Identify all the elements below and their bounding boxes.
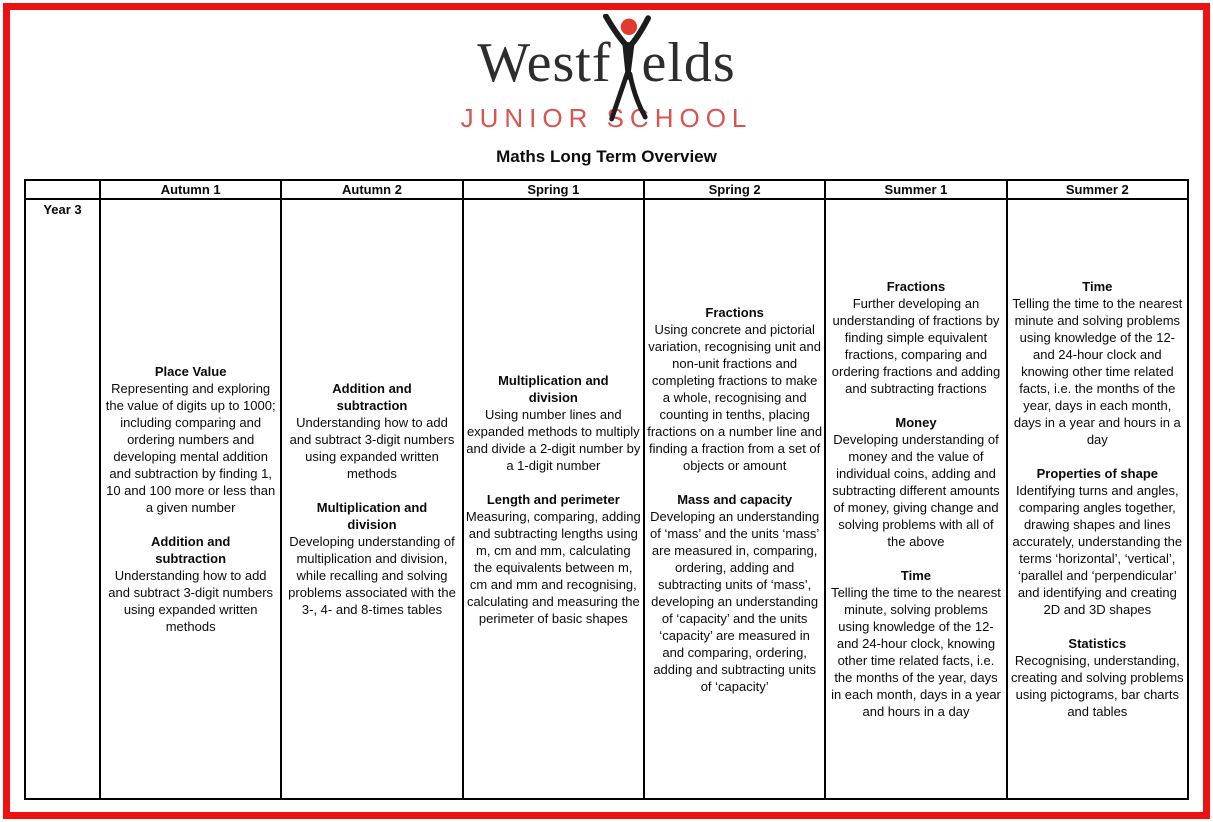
topic-description: Representing and exploring the value of … (105, 381, 276, 515)
curriculum-section: Money Developing understanding of money a… (828, 414, 1003, 550)
curriculum-section: Properties of shape Identifying turns and… (1010, 465, 1185, 618)
topic-heading: Money (895, 415, 937, 430)
topic-heading: Statistics (1068, 636, 1127, 651)
topic-heading: Addition and subtraction (332, 381, 412, 413)
curriculum-section: Fractions Further developing an understan… (828, 278, 1003, 397)
topic-heading: Fractions (705, 304, 764, 320)
topic-description: Using number lines and expanded methods … (466, 406, 641, 473)
school-logo: Westf elds (0, 14, 1213, 122)
topic-heading: Length and perimeter (486, 491, 620, 507)
column-header-spring-1: Spring 1 (461, 179, 645, 200)
topic-description: Telling the time to the nearest minute a… (1012, 296, 1183, 447)
curriculum-section: Place Value Representing and exploring th… (103, 363, 278, 516)
curriculum-section: Multiplication and division Using number … (466, 372, 641, 474)
term-cell-summer-1: Fractions Further developing an understan… (824, 198, 1008, 800)
topic-description: Further developing an understanding of f… (831, 296, 1001, 396)
topic-heading: Multiplication and division (498, 372, 609, 405)
table-header-row: Autumn 1 Autumn 2 Spring 1 Spring 2 Summer 1… (24, 179, 1190, 200)
topic-heading: Fractions (886, 279, 946, 294)
logo-text-part1: Westf (477, 32, 612, 94)
topic-description: Developing an understanding of ‘mass’ an… (649, 508, 820, 694)
figure-head (620, 18, 637, 35)
document-page: Westf elds JUNIOR SCHOOL Maths Long Term… (0, 14, 1213, 800)
topic-description: Developing understanding of multiplicati… (288, 534, 456, 617)
topic-description: Understanding how to add and subtract 3-… (108, 568, 274, 634)
curriculum-section: Time Telling the time to the nearest minu… (828, 567, 1003, 720)
logo-text-part2: elds (641, 32, 736, 94)
term-cell-autumn-1: Place Value Representing and exploring th… (98, 198, 283, 800)
topic-description: Measuring, comparing, adding and subtrac… (465, 508, 641, 626)
topic-description: Developing understanding of money and th… (832, 432, 1000, 549)
curriculum-section: Multiplication and division Developing un… (284, 499, 459, 618)
curriculum-section: Addition and subtraction Understanding ho… (103, 533, 278, 635)
page-title: Maths Long Term Overview (496, 147, 717, 166)
document-header: Westf elds JUNIOR SCHOOL Maths Long Term… (0, 14, 1213, 167)
topic-heading: Addition and subtraction (150, 534, 231, 566)
column-header-summer-1: Summer 1 (824, 179, 1008, 200)
curriculum-section: Statistics Recognising, understanding, cr… (1010, 635, 1185, 720)
school-subtitle: JUNIOR SCHOOL (460, 103, 753, 133)
curriculum-section: Length and perimeter Measuring, comparing… (466, 491, 641, 627)
year-label-cell: Year 3 (24, 198, 101, 800)
topic-heading: Time (900, 568, 932, 583)
column-header-autumn-1: Autumn 1 (98, 179, 283, 200)
topic-description: Using concrete and pictorial variation, … (647, 321, 823, 473)
term-cell-summer-2: Time Telling the time to the nearest minu… (1005, 198, 1190, 800)
topic-heading: Multiplication and division (316, 500, 428, 532)
topic-heading: Place Value (154, 364, 227, 379)
topic-description: Understanding how to add and subtract 3-… (289, 415, 455, 481)
topic-heading: Properties of shape (1036, 466, 1158, 481)
column-header-summer-2: Summer 2 (1005, 179, 1190, 200)
curriculum-section: Addition and subtraction Understanding ho… (284, 380, 459, 482)
term-cell-spring-1: Multiplication and division Using number … (461, 198, 645, 800)
curriculum-section: Time Telling the time to the nearest minu… (1010, 278, 1185, 448)
topic-description: Telling the time to the nearest minute, … (831, 585, 1001, 719)
curriculum-section: Fractions Using concrete and pictorial va… (647, 304, 822, 474)
column-header-spring-2: Spring 2 (642, 179, 827, 200)
topic-description: Identifying turns and angles, comparing … (1012, 483, 1183, 617)
curriculum-table: Autumn 1 Autumn 2 Spring 1 Spring 2 Summer 1… (24, 179, 1190, 800)
topic-description: Recognising, understanding, creating and… (1010, 653, 1184, 719)
column-header-autumn-2: Autumn 2 (280, 179, 464, 200)
term-cell-autumn-2: Addition and subtraction Understanding ho… (280, 198, 464, 800)
curriculum-section: Mass and capacity Developing an understan… (647, 491, 822, 695)
table-row-year-3: Year 3 Place Value Representing and explor… (24, 198, 1190, 800)
topic-heading: Time (1082, 279, 1113, 294)
topic-heading: Mass and capacity (677, 491, 793, 507)
term-cell-spring-2: Fractions Using concrete and pictorial va… (642, 198, 827, 800)
corner-header-cell (24, 179, 101, 200)
